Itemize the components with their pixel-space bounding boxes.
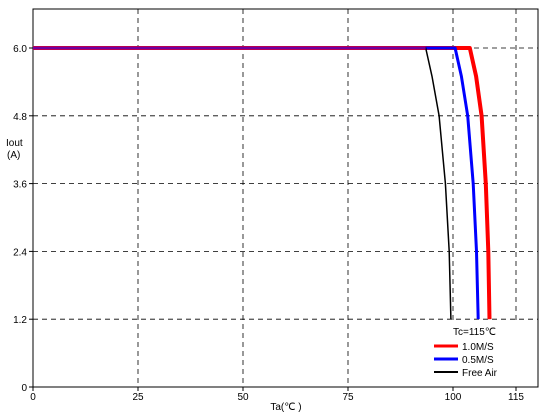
legend-title: Tc=115℃ — [453, 327, 496, 338]
y-tick-label: 1.2 — [13, 315, 27, 326]
y-tick-label: 0 — [21, 383, 27, 394]
x-tick-label: 100 — [445, 392, 462, 403]
x-tick-label: 75 — [342, 392, 354, 403]
legend-label-3: Free Air — [462, 368, 498, 379]
x-tick-label: 25 — [132, 392, 144, 403]
x-tick-label: 115 — [508, 392, 524, 403]
legend-box — [432, 322, 536, 384]
y-tick-label: 3.6 — [13, 180, 27, 191]
series-line-1 — [33, 46, 492, 320]
series-layer — [33, 46, 492, 320]
legend-label-2: 0.5M/S — [462, 355, 494, 366]
y-tick-label: 4.8 — [13, 112, 27, 123]
y-axis-title-line-1: Iout — [6, 138, 23, 149]
x-tick-label: 0 — [30, 392, 36, 403]
y-tick-label: 2.4 — [13, 247, 27, 258]
x-tick-label: 50 — [237, 392, 249, 403]
legend-label-1: 1.0M/S — [462, 342, 494, 353]
ticks: 0 25 50 75 100 115 0 1.2 2.4 3.6 4.8 6.0 — [13, 44, 524, 403]
y-axis-title-line-2: (A) — [7, 150, 20, 161]
series-line-2 — [33, 46, 480, 320]
x-axis-title: Ta(℃ ) — [270, 402, 301, 413]
y-tick-label: 6.0 — [13, 44, 27, 55]
legend: Tc=115℃ 1.0M/S 0.5M/S Free Air — [432, 322, 536, 384]
